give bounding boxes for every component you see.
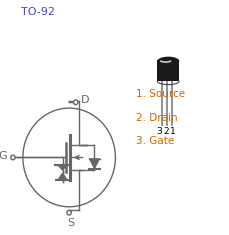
Polygon shape <box>57 173 67 180</box>
Circle shape <box>73 100 78 105</box>
Polygon shape <box>57 164 68 170</box>
Text: 1: 1 <box>169 127 175 136</box>
Text: 2. Drain: 2. Drain <box>136 113 177 122</box>
Circle shape <box>11 155 15 160</box>
Text: TO-92: TO-92 <box>21 7 55 17</box>
Bar <box>157 60 179 81</box>
Text: G: G <box>0 151 7 161</box>
Ellipse shape <box>157 57 179 66</box>
Text: 1. Source: 1. Source <box>136 89 185 99</box>
Polygon shape <box>89 159 99 169</box>
Text: S: S <box>67 218 74 228</box>
Circle shape <box>67 210 71 215</box>
Text: D: D <box>81 95 89 105</box>
Text: 3. Gate: 3. Gate <box>136 136 174 146</box>
Text: 2: 2 <box>163 127 168 136</box>
Text: 3: 3 <box>156 127 162 136</box>
